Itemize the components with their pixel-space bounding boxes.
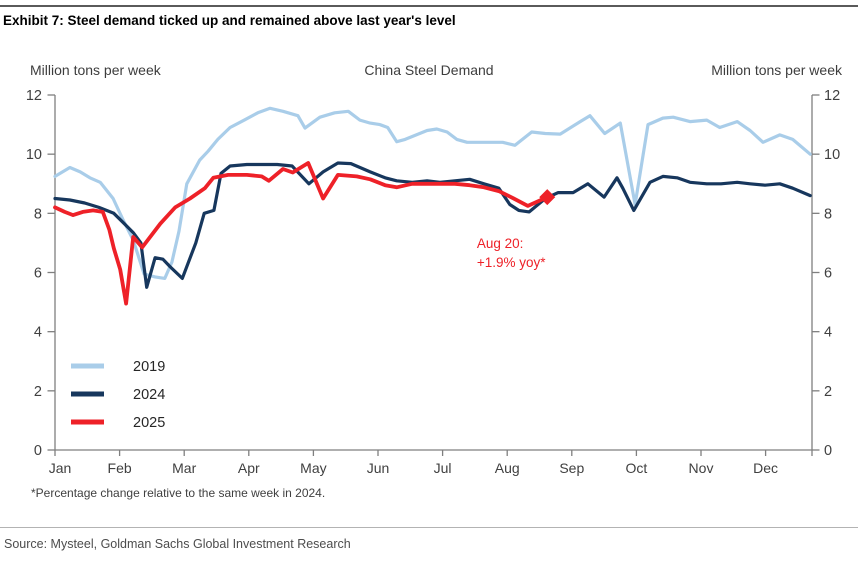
exhibit-title: Exhibit 7: Steel demand ticked up and re… (3, 13, 456, 28)
x-tick-label: Dec (753, 460, 778, 476)
x-tick-label: May (300, 460, 326, 476)
y-tick-label-left: 0 (34, 443, 42, 459)
x-tick-label: Oct (626, 460, 648, 476)
x-tick-label: Jul (434, 460, 452, 476)
x-tick-label: Aug (495, 460, 520, 476)
x-tick-label: Jan (49, 460, 72, 476)
y-tick-label-right: 2 (824, 384, 832, 400)
x-tick-label: Jun (367, 460, 390, 476)
y-tick-label-left: 4 (34, 325, 42, 341)
annotation-line-1: Aug 20: (477, 236, 524, 251)
y-tick-label-right: 8 (824, 206, 832, 222)
left-axis-title: Million tons per week (30, 62, 161, 78)
y-tick-label-right: 12 (824, 88, 840, 104)
y-tick-label-left: 8 (34, 206, 42, 222)
x-tick-label: Apr (238, 460, 260, 476)
chart-canvas: 0 0 2 2 4 4 6 6 8 8 10 10 12 12 Jan Feb Mar Apr May Jun Jul A… (26, 88, 840, 476)
y-tick-label-left: 10 (26, 147, 42, 163)
bottom-rule (0, 527, 858, 528)
series-line-2019 (53, 106, 812, 280)
y-tick-label-left: 2 (34, 384, 42, 400)
y-tick-label-right: 4 (824, 325, 832, 341)
annotation-line-2: +1.9% yoy* (477, 255, 546, 270)
legend-label-2019: 2019 (133, 359, 165, 375)
x-tick-label: Nov (689, 460, 714, 476)
latest-point-diamond-marker (539, 189, 556, 206)
y-tick-label-left: 6 (34, 266, 42, 282)
source-line: Source: Mysteel, Goldman Sachs Global In… (4, 537, 351, 551)
x-tick-label: Sep (559, 460, 584, 476)
footnote: *Percentage change relative to the same … (31, 486, 326, 500)
x-tick-label: Mar (172, 460, 196, 476)
y-tick-label-right: 0 (824, 443, 832, 459)
x-tick-label: Feb (108, 460, 132, 476)
y-tick-label-right: 10 (824, 147, 840, 163)
chart-title: China Steel Demand (364, 62, 494, 78)
y-tick-label-left: 12 (26, 88, 42, 104)
series-line-2025 (53, 161, 550, 306)
legend-label-2024: 2024 (133, 387, 165, 403)
right-axis-title: Million tons per week (711, 62, 842, 78)
top-rule (0, 5, 858, 7)
legend-label-2025: 2025 (133, 415, 165, 431)
y-tick-label-right: 6 (824, 266, 832, 282)
